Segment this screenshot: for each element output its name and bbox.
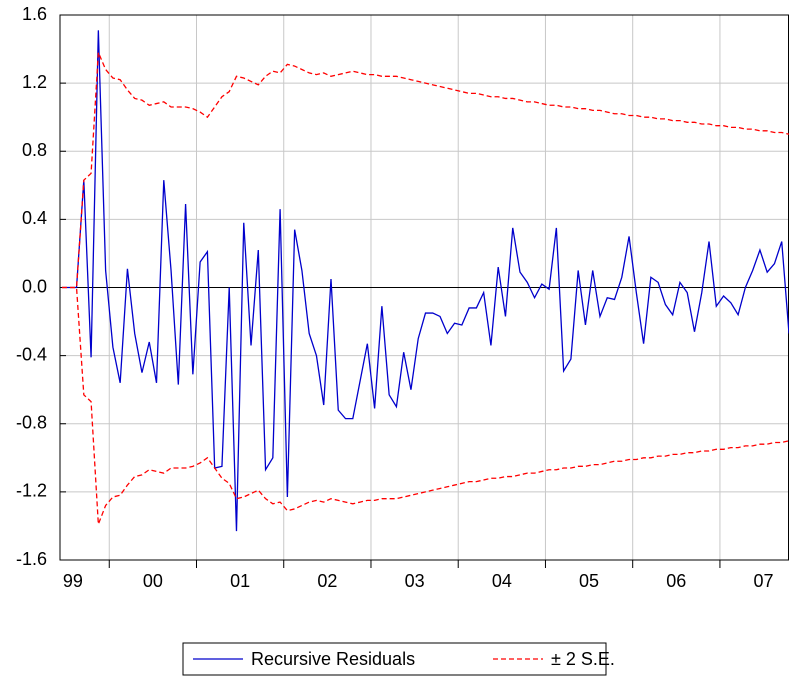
- y-tick-label: 0.4: [22, 208, 47, 228]
- y-tick-label: -1.6: [16, 549, 47, 569]
- series-line: [62, 30, 789, 532]
- x-tick-label: 03: [405, 571, 425, 591]
- x-tick-label: 07: [754, 571, 774, 591]
- legend-label: Recursive Residuals: [251, 649, 415, 669]
- y-tick-label: 1.6: [22, 4, 47, 24]
- y-tick-label: -0.8: [16, 413, 47, 433]
- x-tick-label: 02: [317, 571, 337, 591]
- x-tick-label: 05: [579, 571, 599, 591]
- y-tick-label: 0.8: [22, 140, 47, 160]
- x-tick-label: 06: [666, 571, 686, 591]
- x-tick-label: 00: [143, 571, 163, 591]
- legend-label: ± 2 S.E.: [551, 649, 615, 669]
- y-tick-label: -1.2: [16, 481, 47, 501]
- x-tick-label: 99: [63, 571, 83, 591]
- x-tick-label: 01: [230, 571, 250, 591]
- y-tick-label: -0.4: [16, 344, 47, 364]
- series-line: [62, 286, 789, 525]
- x-tick-label: 04: [492, 571, 512, 591]
- y-tick-label: 0.0: [22, 276, 47, 296]
- series-line: [62, 52, 789, 289]
- y-tick-label: 1.2: [22, 72, 47, 92]
